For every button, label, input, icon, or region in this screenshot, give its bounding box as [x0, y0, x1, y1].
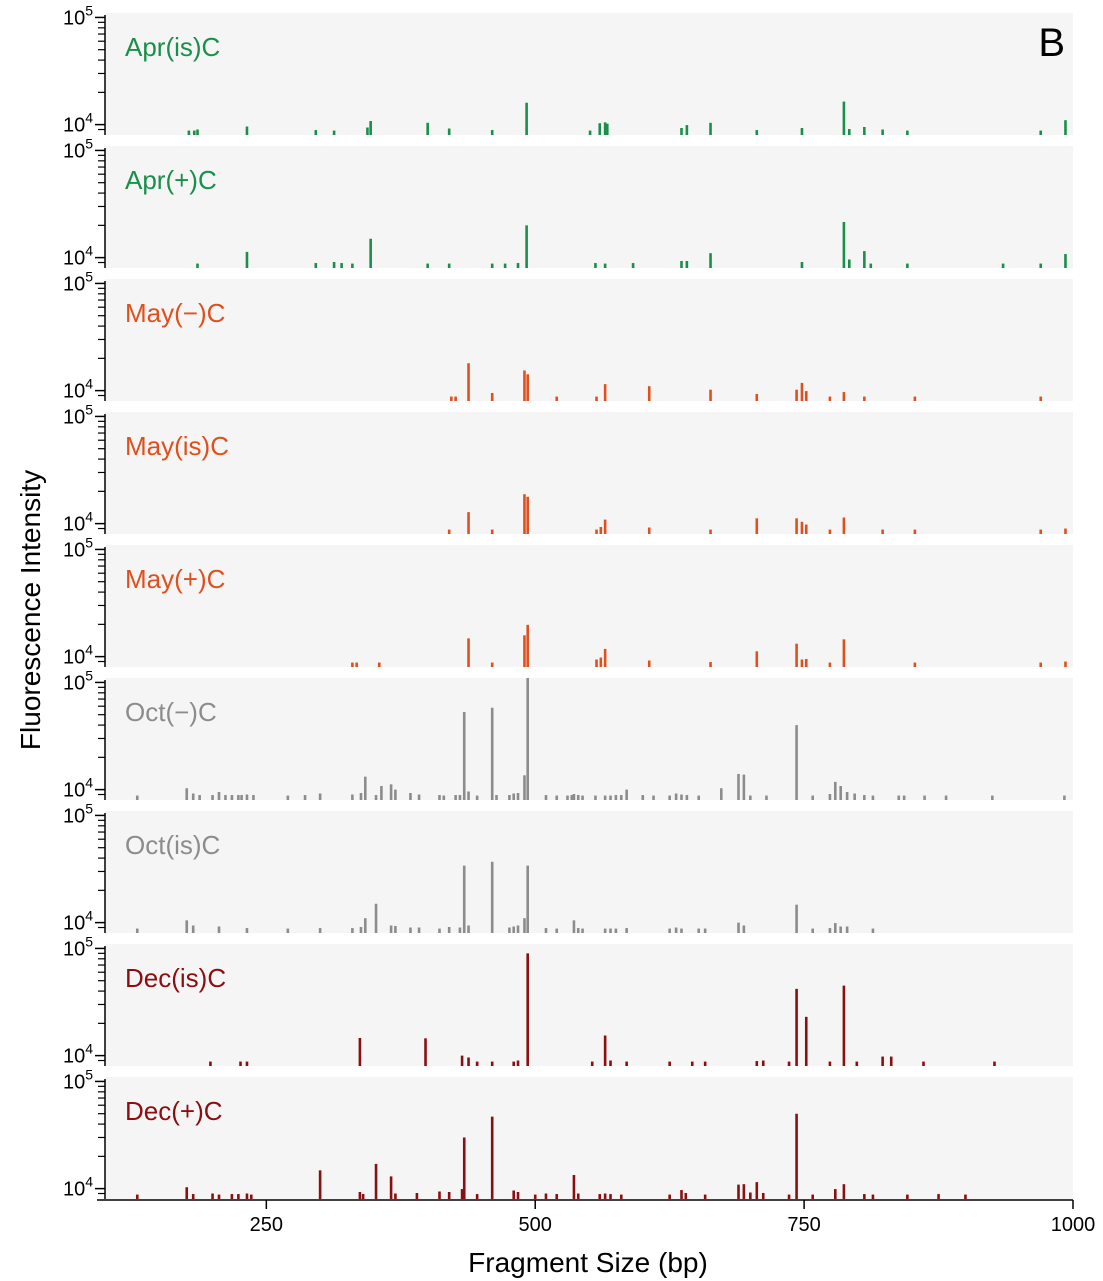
y-tick-label: 104 — [63, 1174, 93, 1201]
y-tick-base: 10 — [63, 1179, 85, 1201]
y-tick-base: 10 — [63, 140, 85, 162]
x-tick-label: 750 — [787, 1214, 820, 1236]
y-tick-base: 10 — [63, 672, 85, 694]
y-tick-label: 104 — [63, 642, 93, 669]
y-tick-label: 105 — [63, 1066, 93, 1093]
y-tick-base: 10 — [63, 1046, 85, 1068]
y-tick-label: 105 — [63, 268, 93, 295]
y-tick-label: 104 — [63, 908, 93, 935]
y-tick-label: 105 — [63, 534, 93, 561]
y-tick-exponent: 4 — [85, 1174, 93, 1190]
x-tick-label: 500 — [519, 1214, 552, 1236]
panel-background — [105, 811, 1073, 933]
y-tick-exponent: 5 — [85, 667, 93, 683]
y-tick-base: 10 — [63, 406, 85, 428]
y-tick-label: 104 — [63, 376, 93, 403]
y-tick-base: 10 — [63, 805, 85, 827]
panel-background — [105, 13, 1073, 135]
y-tick-label: 104 — [63, 509, 93, 536]
panel-label: May(+)C — [125, 564, 225, 594]
y-tick-exponent: 5 — [85, 534, 93, 550]
y-tick-exponent: 5 — [85, 800, 93, 816]
y-tick-base: 10 — [63, 913, 85, 935]
panel-background — [105, 1077, 1073, 1199]
y-tick-exponent: 4 — [85, 775, 93, 791]
y-tick-exponent: 5 — [85, 1066, 93, 1082]
x-axis: 250 500 750 1000 — [97, 1199, 1096, 1236]
y-tick-base: 10 — [63, 381, 85, 403]
y-tick-base: 10 — [63, 539, 85, 561]
panel-background — [105, 279, 1073, 401]
panel-label: May(is)C — [125, 431, 229, 461]
y-tick-exponent: 4 — [85, 509, 93, 525]
y-tick-label: 105 — [63, 800, 93, 827]
y-tick-exponent: 4 — [85, 376, 93, 392]
y-tick-exponent: 4 — [85, 908, 93, 924]
y-tick-label: 105 — [63, 933, 93, 960]
panel-label: Dec(is)C — [125, 963, 226, 993]
panel-background — [105, 678, 1073, 800]
panel-label: May(−)C — [125, 298, 225, 328]
y-tick-base: 10 — [63, 115, 85, 137]
y-tick-label: 105 — [63, 667, 93, 694]
panel-background — [105, 545, 1073, 667]
panel-background — [105, 412, 1073, 534]
panel-label: Oct(is)C — [125, 830, 220, 860]
y-tick-exponent: 4 — [85, 243, 93, 259]
y-tick-base: 10 — [63, 514, 85, 536]
figure-label: B — [1038, 21, 1065, 65]
y-tick-base: 10 — [63, 248, 85, 270]
panel-label: Apr(+)C — [125, 165, 217, 195]
x-tick-label: 1000 — [1051, 1214, 1096, 1236]
panel-label: Apr(is)C — [125, 32, 220, 62]
y-tick-exponent: 5 — [85, 401, 93, 417]
panel-label: Oct(−)C — [125, 697, 217, 727]
y-tick-label: 104 — [63, 110, 93, 137]
y-tick-base: 10 — [63, 938, 85, 960]
panel-background — [105, 146, 1073, 268]
x-axis-title: Fragment Size (bp) — [468, 1247, 708, 1278]
y-tick-label: 104 — [63, 1041, 93, 1068]
y-tick-label: 104 — [63, 243, 93, 270]
y-tick-label: 105 — [63, 401, 93, 428]
y-tick-label: 105 — [63, 135, 93, 162]
y-tick-exponent: 5 — [85, 268, 93, 284]
y-axis-title: Fluorescence Intensity — [15, 470, 46, 750]
y-tick-exponent: 5 — [85, 135, 93, 151]
panels-group: 104105Apr(is)C104105Apr(+)C104105May(−)C… — [63, 2, 1073, 1201]
panel-background — [105, 944, 1073, 1066]
y-tick-exponent: 4 — [85, 642, 93, 658]
y-tick-base: 10 — [63, 7, 85, 29]
y-tick-exponent: 5 — [85, 2, 93, 18]
y-tick-base: 10 — [63, 273, 85, 295]
x-tick-label: 250 — [250, 1214, 283, 1236]
y-tick-base: 10 — [63, 780, 85, 802]
y-tick-label: 105 — [63, 2, 93, 29]
y-tick-exponent: 4 — [85, 110, 93, 126]
y-tick-exponent: 5 — [85, 933, 93, 949]
y-tick-base: 10 — [63, 1071, 85, 1093]
y-tick-base: 10 — [63, 647, 85, 669]
y-tick-exponent: 4 — [85, 1041, 93, 1057]
y-tick-label: 104 — [63, 775, 93, 802]
panel-label: Dec(+)C — [125, 1096, 223, 1126]
